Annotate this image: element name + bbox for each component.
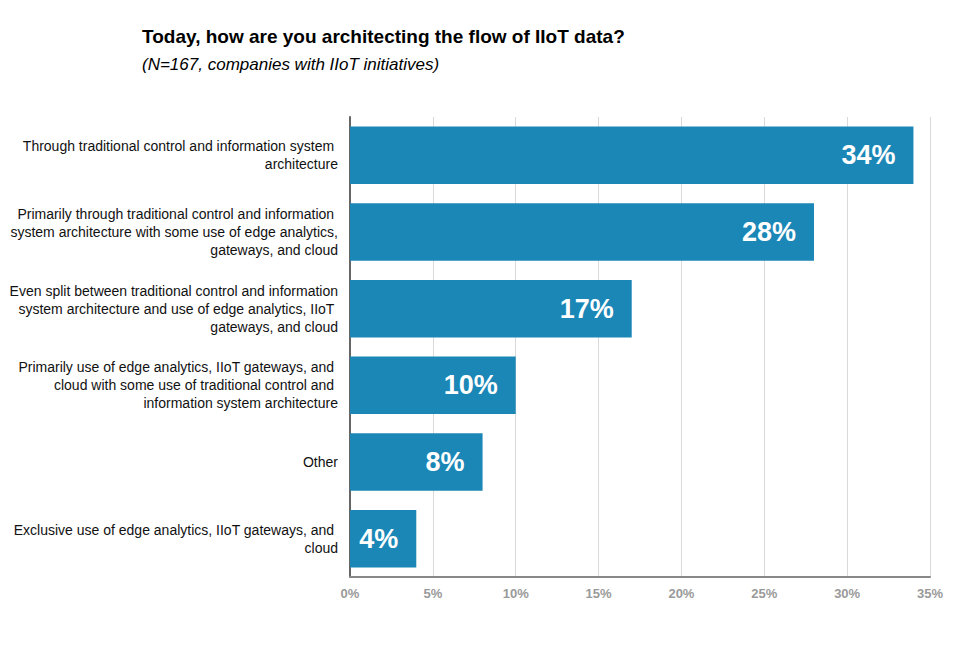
svg-text:Through traditional control an: Through traditional control and informat…	[23, 138, 338, 154]
svg-text:information system architectur: information system architecture	[143, 395, 338, 411]
svg-text:Primarily through traditional: Primarily through traditional control an…	[17, 206, 338, 222]
svg-text:20%: 20%	[668, 586, 694, 601]
svg-text:28%: 28%	[742, 217, 796, 247]
svg-text:30%: 30%	[834, 586, 860, 601]
svg-text:gateways, and cloud: gateways, and cloud	[206, 242, 338, 258]
svg-text:gateways, and cloud: gateways, and cloud	[210, 319, 338, 335]
svg-text:35%: 35%	[917, 586, 943, 601]
svg-text:Even split between traditional: Even split between traditional control a…	[10, 283, 338, 299]
svg-text:34%: 34%	[841, 140, 895, 170]
svg-text:17%: 17%	[560, 294, 614, 324]
svg-text:4%: 4%	[359, 524, 398, 554]
svg-text:Today, how are you architectin: Today, how are you architecting the flow…	[142, 26, 625, 47]
svg-text:5%: 5%	[423, 586, 442, 601]
svg-text:(N=167, companies with IIoT in: (N=167, companies with IIoT initiatives)	[142, 55, 439, 74]
svg-text:10%: 10%	[444, 370, 498, 400]
svg-text:cloud with some use of traditi: cloud with some use of traditional contr…	[54, 377, 338, 393]
svg-text:8%: 8%	[426, 447, 465, 477]
svg-text:Primarily use of edge analytic: Primarily use of edge analytics, IIoT ga…	[18, 359, 338, 375]
svg-text:15%: 15%	[586, 586, 612, 601]
svg-text:25%: 25%	[751, 586, 777, 601]
svg-text:system architecture and use of: system architecture and use of edge anal…	[15, 301, 338, 317]
svg-text:0%: 0%	[341, 586, 360, 601]
svg-text:Exclusive use of edge analytic: Exclusive use of edge analytics, IIoT ga…	[14, 522, 338, 538]
svg-text:cloud: cloud	[305, 540, 338, 556]
svg-text:Other: Other	[303, 454, 338, 470]
svg-text:architecture: architecture	[265, 156, 338, 172]
svg-text:10%: 10%	[503, 586, 529, 601]
svg-text:system architecture with some: system architecture with some use of edg…	[10, 224, 338, 240]
